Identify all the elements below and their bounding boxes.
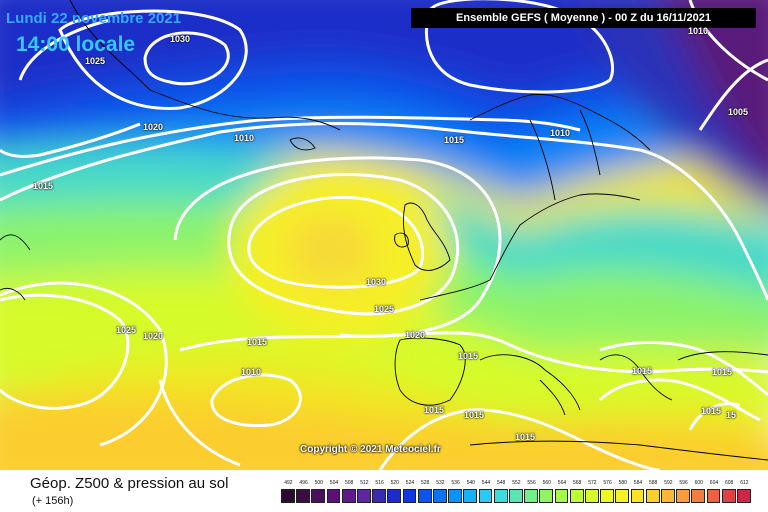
scale-value: 512 xyxy=(360,480,369,486)
scale-swatch xyxy=(281,489,295,503)
scale-value: 528 xyxy=(421,480,430,486)
legend-footer: Géop. Z500 & pression au sol (+ 156h) 49… xyxy=(0,470,768,512)
scale-value: 572 xyxy=(588,480,597,486)
scale-swatch xyxy=(326,489,341,503)
scale-value: 580 xyxy=(618,480,627,486)
scale-value: 496 xyxy=(299,480,308,486)
isobar-label: 1020 xyxy=(143,122,164,132)
coastlines xyxy=(0,0,768,461)
scale-value: 508 xyxy=(345,480,354,486)
scale-swatch xyxy=(478,489,493,503)
isobar-label: 1015 xyxy=(33,181,54,191)
scale-swatch xyxy=(357,489,371,503)
isobar-label: 1010 xyxy=(241,367,262,377)
scale-value: 552 xyxy=(512,480,521,486)
scale-swatch xyxy=(296,489,310,503)
forecast-date: Lundi 22 novembre 2021 xyxy=(6,10,182,27)
scale-value: 500 xyxy=(314,480,323,486)
isobar-label: 1025 xyxy=(374,304,395,314)
scale-value: 568 xyxy=(573,480,582,486)
scale-swatch xyxy=(341,489,356,503)
forecast-time: 14:00 locale xyxy=(16,33,136,56)
scale-value: 540 xyxy=(466,480,475,486)
scale-value: 588 xyxy=(649,480,658,486)
scale-swatch xyxy=(615,489,630,503)
scale-swatch xyxy=(691,489,706,503)
scale-swatch xyxy=(417,489,432,503)
scale-swatch xyxy=(721,489,736,503)
scale-swatch xyxy=(433,489,447,503)
model-run-label: Ensemble GEFS ( Moyenne ) - 00 Z du 16/1… xyxy=(411,8,756,28)
scale-value: 612 xyxy=(740,480,749,486)
scale-swatch xyxy=(463,489,478,503)
scale-swatch xyxy=(493,489,508,503)
isobar-label: 1030 xyxy=(366,277,387,287)
scale-value: 584 xyxy=(633,480,643,486)
isobar-label: 1015 xyxy=(444,135,465,145)
scale-swatch xyxy=(554,489,569,503)
scale-swatch xyxy=(402,489,417,503)
scale-value: 492 xyxy=(284,480,293,486)
isobar-label: 15 xyxy=(726,410,737,420)
scale-swatch xyxy=(706,489,721,503)
isobar-label: 1015 xyxy=(515,432,536,442)
isobar-label: 1015 xyxy=(458,351,479,361)
scale-value: 532 xyxy=(436,480,445,486)
isobar-label: 1015 xyxy=(712,367,733,377)
scale-value: 504 xyxy=(329,480,339,486)
scale-swatch xyxy=(311,489,326,503)
isobar-label: 1010 xyxy=(550,128,571,138)
isobar-label: 1020 xyxy=(405,330,426,340)
isobar-label: 1005 xyxy=(728,107,749,117)
scale-value: 604 xyxy=(709,480,719,486)
isobar-label: 1020 xyxy=(143,331,164,341)
scale-swatch xyxy=(661,489,675,503)
scale-value: 560 xyxy=(542,480,551,486)
isobar-label: 1030 xyxy=(170,34,191,44)
scale-value: 608 xyxy=(725,480,734,486)
scale-value: 520 xyxy=(390,480,399,486)
scale-value: 556 xyxy=(527,480,536,486)
isobar-lines xyxy=(0,0,768,470)
geopotential-field xyxy=(0,0,768,470)
scale-value: 516 xyxy=(375,480,384,486)
isobar-label: 1010 xyxy=(234,133,255,143)
scale-swatch xyxy=(448,489,462,503)
scale-swatch xyxy=(676,489,690,503)
scale-value: 564 xyxy=(557,480,567,486)
scale-swatch xyxy=(585,489,599,503)
isobar-label: 1015 xyxy=(247,337,268,347)
map-title: Géop. Z500 & pression au sol xyxy=(30,475,229,492)
isobar-label: 1015 xyxy=(424,405,445,415)
isobar-label: 1015 xyxy=(632,366,653,376)
scale-swatch xyxy=(387,489,402,503)
scale-swatch xyxy=(372,489,386,503)
scale-swatch xyxy=(737,489,751,503)
scale-swatch xyxy=(645,489,660,503)
isobar-label: 1015 xyxy=(464,410,485,420)
scale-value: 592 xyxy=(664,480,673,486)
scale-swatch xyxy=(630,489,645,503)
scale-value: 536 xyxy=(451,480,460,486)
scale-value: 596 xyxy=(679,480,688,486)
scale-swatch xyxy=(509,489,523,503)
isobar-label: 1010 xyxy=(688,26,709,36)
z500-color-scale: 492 496 500 504 508 512 516 520 524 528 532 536 540 5… xyxy=(281,480,753,512)
z500-color-field xyxy=(0,0,768,470)
scale-value: 548 xyxy=(497,480,506,486)
forecast-hour: (+ 156h) xyxy=(32,495,74,507)
scale-value: 544 xyxy=(481,480,491,486)
scale-swatch xyxy=(600,489,614,503)
scale-value: 576 xyxy=(603,480,612,486)
weather-map: Lundi 22 novembre 2021 14:00 locale Ense… xyxy=(0,0,768,470)
copyright-notice: Copyright © 2021 Meteociel.fr xyxy=(300,444,441,455)
scale-swatch xyxy=(539,489,554,503)
scale-value: 600 xyxy=(694,480,703,486)
isobar-label: 1025 xyxy=(85,56,106,66)
isobar-label: 1015 xyxy=(701,406,722,416)
scale-value: 524 xyxy=(405,480,415,486)
isobar-label: 1025 xyxy=(116,325,137,335)
scale-swatch xyxy=(569,489,584,503)
scale-swatch xyxy=(524,489,538,503)
